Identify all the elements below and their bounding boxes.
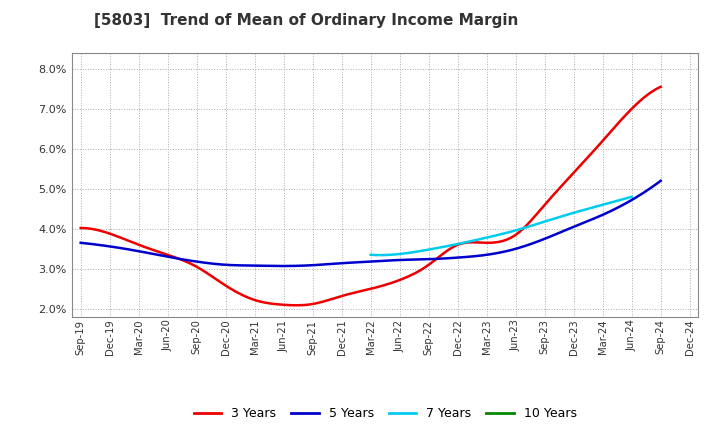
- 5 Years: [423, 257, 432, 262]
- 5 Years: [567, 225, 576, 231]
- 7 Years: [627, 194, 636, 199]
- 5 Years: [422, 257, 431, 262]
- 5 Years: [433, 256, 442, 261]
- 3 Years: [292, 303, 300, 308]
- 5 Years: [280, 264, 289, 269]
- 3 Years: [433, 255, 442, 260]
- Legend: 3 Years, 5 Years, 7 Years, 10 Years: 3 Years, 5 Years, 7 Years, 10 Years: [189, 402, 582, 425]
- 7 Years: [527, 223, 536, 228]
- 3 Years: [76, 225, 85, 231]
- 7 Years: [366, 252, 375, 257]
- 7 Years: [367, 252, 376, 257]
- 7 Years: [604, 201, 613, 206]
- 3 Years: [567, 172, 576, 178]
- 7 Years: [522, 225, 531, 230]
- 5 Years: [604, 209, 613, 215]
- 3 Years: [604, 132, 613, 137]
- 3 Years: [657, 84, 665, 89]
- 7 Years: [523, 224, 531, 230]
- 3 Years: [78, 225, 87, 231]
- Line: 5 Years: 5 Years: [81, 181, 661, 266]
- 3 Years: [422, 264, 431, 269]
- 7 Years: [376, 253, 384, 258]
- 5 Years: [78, 240, 87, 246]
- Text: [5803]  Trend of Mean of Ordinary Income Margin: [5803] Trend of Mean of Ordinary Income …: [94, 13, 518, 28]
- Line: 7 Years: 7 Years: [371, 197, 631, 255]
- 3 Years: [423, 263, 432, 268]
- Line: 3 Years: 3 Years: [81, 87, 661, 305]
- 7 Years: [588, 205, 596, 210]
- 5 Years: [657, 178, 665, 183]
- 5 Years: [76, 240, 85, 246]
